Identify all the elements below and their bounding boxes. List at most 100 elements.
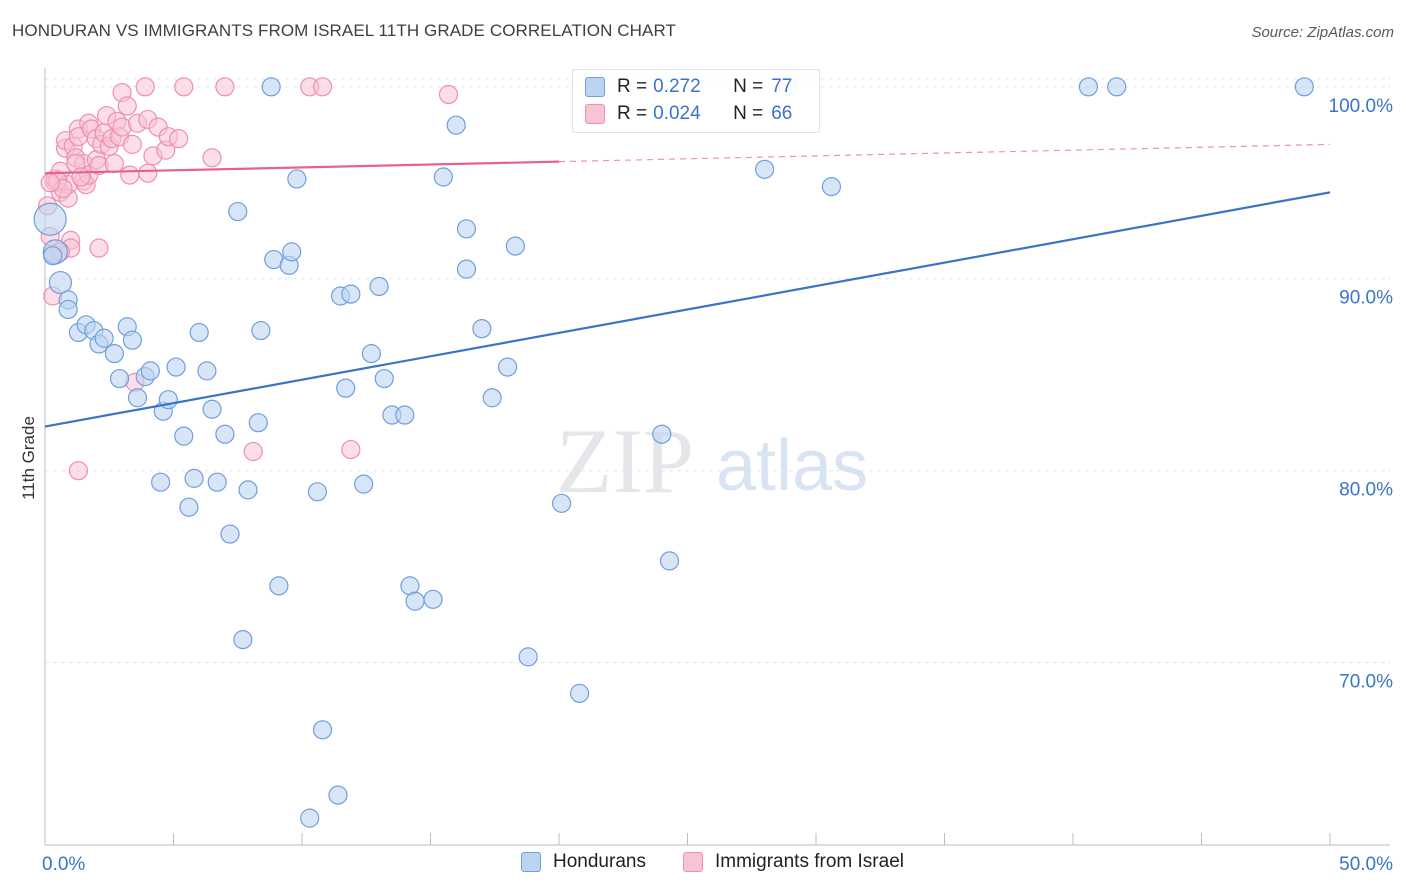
y-axis-title: 11th Grade — [19, 416, 38, 500]
honduran-point — [754, 159, 775, 179]
honduran-point — [569, 683, 590, 703]
honduran-point — [261, 77, 281, 97]
blue-swatch — [585, 77, 605, 97]
trend-lines — [44, 143, 1331, 428]
honduran-point — [307, 482, 328, 502]
honduran-point — [220, 524, 240, 544]
honduran-point — [505, 236, 525, 256]
pink-swatch — [683, 852, 703, 872]
honduran-trend-line — [44, 191, 1331, 428]
n-label: N = — [733, 76, 764, 97]
honduran-point — [104, 344, 124, 364]
honduran-point — [58, 299, 78, 320]
honduran-point — [94, 328, 114, 348]
israel-trend-line — [44, 160, 560, 175]
x-tick-label: 0.0% — [42, 854, 85, 875]
legend-item-hondurans[interactable]: Hondurans — [521, 851, 646, 873]
y-tick-label: 100.0% — [1329, 96, 1394, 117]
israel-point — [438, 84, 459, 105]
watermark-atlas: atlas — [716, 426, 868, 506]
honduran-point — [166, 357, 186, 377]
honduran-point — [551, 493, 572, 513]
israel-point — [202, 148, 222, 168]
honduran-point — [251, 320, 271, 341]
honduran-point — [197, 361, 217, 381]
r-value: 0.024 — [653, 103, 701, 124]
honduran-point — [43, 246, 63, 266]
honduran-point — [498, 357, 518, 377]
legend-row-hondurans: R = 0.272 N = 77 — [585, 74, 792, 100]
watermark-zip: ZIP — [556, 410, 694, 512]
blue-swatch — [521, 852, 541, 872]
honduran-point — [354, 474, 374, 494]
israel-point — [174, 77, 194, 97]
honduran-point — [369, 276, 389, 297]
legend-label-israel: Immigrants from Israel — [715, 851, 904, 872]
israel-point — [117, 96, 137, 116]
honduran-point — [1294, 77, 1314, 97]
honduran-point — [122, 330, 142, 350]
honduran-point — [821, 177, 842, 197]
honduran-point — [456, 259, 477, 279]
stats-legend: R = 0.272 N = 77 R = 0.024 N = 66 — [572, 69, 820, 133]
honduran-point — [238, 480, 258, 500]
honduran-point — [518, 647, 538, 667]
israel-point — [341, 439, 361, 460]
honduran-point — [336, 378, 356, 398]
honduran-point — [652, 424, 672, 444]
legend-row-israel: R = 0.024 N = 66 — [585, 101, 792, 127]
israel-point — [122, 134, 142, 154]
y-tick-label: 90.0% — [1339, 288, 1393, 309]
honduran-point — [248, 413, 268, 433]
honduran-point — [482, 388, 502, 408]
honduran-point — [423, 589, 443, 609]
tick-labels: 70.0% 80.0% 90.0% 100.0% 0.0% 50.0% — [42, 96, 1393, 875]
honduran-point — [140, 361, 160, 381]
honduran-point — [109, 368, 130, 389]
israel-point — [135, 77, 155, 97]
honduran-point — [269, 576, 289, 596]
honduran-point — [282, 242, 302, 262]
israel-point — [89, 238, 109, 258]
y-tick-label: 70.0% — [1339, 672, 1393, 693]
x-tick-label: 50.0% — [1339, 854, 1393, 875]
r-value: 0.272 — [653, 76, 701, 97]
r-label: R = — [617, 76, 648, 97]
legend-label-hondurans: Hondurans — [553, 851, 646, 872]
honduran-points — [33, 77, 1314, 828]
honduran-point — [456, 219, 477, 239]
honduran-point — [361, 344, 381, 364]
israel-point — [243, 441, 263, 462]
n-label: N = — [733, 103, 764, 124]
honduran-point — [151, 472, 171, 492]
honduran-point — [472, 319, 492, 339]
honduran-point — [127, 388, 148, 408]
honduran-point — [312, 720, 333, 740]
legend-item-israel[interactable]: Immigrants from Israel — [683, 851, 904, 873]
honduran-point — [33, 202, 67, 236]
watermark: ZIP atlas — [556, 410, 868, 512]
honduran-point — [48, 270, 73, 295]
honduran-point — [328, 785, 348, 805]
israel-point — [104, 153, 124, 174]
israel-point — [71, 167, 91, 187]
honduran-point — [1107, 77, 1127, 97]
grid-layer — [45, 78, 1390, 664]
honduran-point — [202, 399, 222, 419]
israel-point — [215, 77, 235, 97]
israel-point — [120, 165, 140, 185]
israel-point — [312, 77, 333, 97]
honduran-point — [179, 497, 199, 517]
israel-point — [169, 129, 189, 149]
honduran-point — [233, 630, 253, 650]
honduran-point — [374, 368, 394, 389]
n-value: 77 — [771, 76, 793, 97]
honduran-point — [215, 424, 235, 444]
honduran-point — [446, 115, 466, 135]
israel-point — [68, 461, 89, 481]
honduran-point — [184, 468, 204, 488]
honduran-point — [300, 808, 320, 828]
pink-swatch — [585, 104, 605, 124]
honduran-point — [174, 426, 194, 446]
